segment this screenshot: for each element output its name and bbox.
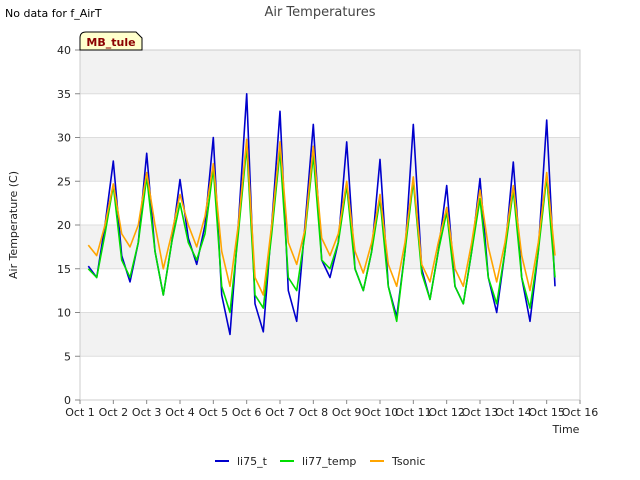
x-axis-ticks: Oct 1 Oct 2 Oct 3 Oct 4 Oct 5 Oct 6 Oct 7 Oct 8…	[65, 400, 598, 419]
site-badge-bg	[79, 31, 143, 51]
plot-bands	[80, 50, 580, 357]
x-tick-label: Oct 3	[132, 406, 162, 419]
x-tick-label: Oct 13	[462, 406, 499, 419]
y-tick-label: 10	[57, 307, 71, 320]
y-tick-label: 20	[57, 219, 71, 232]
x-tick-label: Oct 1	[65, 406, 95, 419]
y-tick-label: 30	[57, 132, 71, 145]
x-tick-label: Oct 4	[165, 406, 195, 419]
legend-label: li75_t	[237, 455, 268, 468]
x-tick-label: Oct 15	[528, 406, 565, 419]
x-tick-label: Oct 7	[265, 406, 295, 419]
x-tick-label: Oct 11	[395, 406, 432, 419]
y-tick-label: 15	[57, 263, 71, 276]
x-tick-label: Oct 2	[99, 406, 129, 419]
no-data-note: No data for f_AirT	[5, 7, 102, 20]
plot-band	[80, 50, 580, 94]
legend-item-li75-t: li75_t	[215, 455, 268, 468]
y-axis-label: Air Temperature (C)	[7, 171, 20, 279]
y-tick-label: 0	[64, 394, 71, 407]
plot-band	[80, 137, 580, 182]
chart-title: Air Temperatures	[264, 5, 375, 20]
plot-band	[80, 312, 580, 357]
legend-label: Tsonic	[391, 455, 425, 468]
x-tick-label: Oct 10	[362, 406, 399, 419]
x-axis-label: Time	[552, 423, 580, 436]
y-tick-label: 25	[57, 175, 71, 188]
site-label: MB_tule	[86, 36, 135, 49]
x-tick-label: Oct 9	[332, 406, 362, 419]
x-tick-label: Oct 8	[299, 406, 329, 419]
plot-band	[80, 225, 580, 269]
x-tick-label: Oct 16	[562, 406, 599, 419]
series-line-Tsonic	[87, 138, 556, 296]
x-tick-label: Oct 12	[428, 406, 465, 419]
y-tick-label: 40	[57, 44, 71, 57]
x-tick-label: Oct 6	[232, 406, 262, 419]
series-line-li75-t	[87, 93, 556, 336]
legend-item-li77-temp: li77_temp	[280, 455, 356, 468]
y-tick-label: 35	[57, 88, 71, 101]
site-badge: MB_tule	[79, 31, 143, 51]
x-tick-label: Oct 14	[495, 406, 532, 419]
legend-item-Tsonic: Tsonic	[370, 455, 425, 468]
y-axis-ticks: 0 5 10 15 20 25 30 35 40	[57, 44, 80, 407]
x-tick-label: Oct 5	[199, 406, 229, 419]
series-line-li77-temp	[87, 145, 556, 323]
legend-label: li77_temp	[302, 455, 356, 468]
series-lines	[87, 93, 556, 336]
y-tick-label: 5	[64, 350, 71, 363]
legend: li75_t li77_temp Tsonic	[215, 455, 425, 468]
